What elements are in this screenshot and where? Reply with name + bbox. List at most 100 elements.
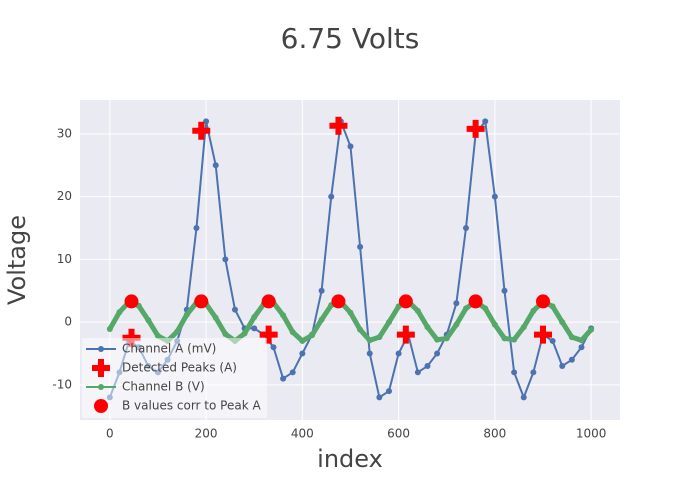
point	[308, 332, 315, 339]
point	[414, 307, 421, 314]
corr-marker	[124, 294, 139, 309]
point	[328, 193, 335, 200]
peak-marker	[466, 119, 485, 138]
point	[453, 300, 460, 307]
legend-item: Channel B (V)	[86, 380, 205, 394]
legend-label: Channel B (V)	[122, 380, 205, 394]
point	[183, 311, 190, 318]
corr-marker	[535, 294, 550, 309]
point	[462, 225, 469, 231]
x-tick-label: 200	[195, 427, 218, 441]
point	[241, 330, 248, 337]
point	[270, 344, 277, 351]
point	[251, 314, 258, 321]
point	[318, 287, 325, 294]
peak-marker	[259, 325, 278, 344]
point	[414, 369, 421, 376]
point	[174, 328, 181, 335]
point	[145, 317, 152, 324]
y-tick-label: 0	[64, 315, 72, 329]
point	[482, 305, 489, 312]
legend-label: B values corr to Peak A	[122, 399, 261, 413]
point	[530, 307, 537, 314]
corr-marker	[194, 294, 209, 309]
point	[530, 369, 537, 376]
y-tick-label: 20	[57, 189, 72, 203]
point	[549, 337, 556, 344]
peak-marker	[396, 325, 415, 344]
legend-item: Channel A (mV)	[86, 342, 216, 356]
peak-marker	[329, 116, 348, 135]
point	[231, 306, 238, 313]
point	[251, 325, 258, 332]
point	[366, 350, 373, 357]
grid	[80, 100, 620, 420]
point	[154, 332, 161, 339]
point	[568, 334, 575, 341]
point	[289, 329, 296, 336]
point	[347, 309, 354, 316]
point	[511, 336, 518, 343]
point	[98, 384, 104, 390]
y-axis-label: Voltage	[3, 215, 31, 305]
point	[280, 312, 287, 319]
legend-item: Detected Peaks (A)	[92, 359, 237, 377]
point	[347, 143, 354, 150]
point	[568, 356, 575, 363]
point	[501, 335, 508, 342]
x-tick-label: 800	[483, 427, 506, 441]
point	[376, 394, 383, 401]
y-tick-label: 30	[57, 126, 72, 140]
corr-marker	[468, 294, 483, 309]
point	[193, 225, 200, 231]
point	[98, 346, 104, 352]
point	[434, 350, 441, 357]
point	[520, 324, 527, 331]
point	[578, 337, 585, 344]
x-tick-label: 600	[387, 427, 410, 441]
point	[482, 118, 489, 125]
peak-marker	[533, 325, 552, 344]
point	[434, 336, 441, 343]
point	[289, 369, 296, 376]
point	[395, 350, 402, 357]
series	[122, 116, 552, 347]
point	[299, 337, 306, 344]
point	[212, 314, 219, 321]
peak-marker	[92, 359, 110, 377]
point	[106, 326, 113, 333]
x-tick-label: 400	[291, 427, 314, 441]
legend: Channel A (mV) Detected Peaks (A) Channel …	[82, 338, 267, 418]
point	[520, 394, 527, 401]
corr-marker	[94, 399, 108, 413]
y-tick-label: 10	[57, 252, 72, 266]
x-tick-label: 0	[106, 427, 114, 441]
point	[424, 363, 431, 370]
point	[578, 344, 585, 351]
point	[501, 287, 508, 294]
corr-marker	[331, 294, 346, 309]
point	[491, 321, 498, 328]
point	[491, 193, 498, 200]
point	[385, 388, 392, 395]
x-axis-label: index	[317, 445, 383, 473]
legend-label: Detected Peaks (A)	[122, 361, 237, 375]
point	[559, 363, 566, 370]
legend-item: B values corr to Peak A	[94, 399, 261, 413]
point	[222, 256, 229, 263]
point	[203, 118, 210, 125]
point	[366, 337, 373, 344]
point	[549, 303, 556, 310]
point	[462, 305, 469, 312]
x-tick-label: 1000	[576, 427, 607, 441]
corr-marker	[398, 294, 413, 309]
corr-marker	[261, 294, 276, 309]
peak-marker	[192, 121, 211, 140]
point	[453, 321, 460, 328]
point	[280, 375, 287, 382]
point	[222, 331, 229, 338]
point	[559, 319, 566, 326]
legend-box	[82, 338, 267, 418]
point	[357, 326, 364, 333]
